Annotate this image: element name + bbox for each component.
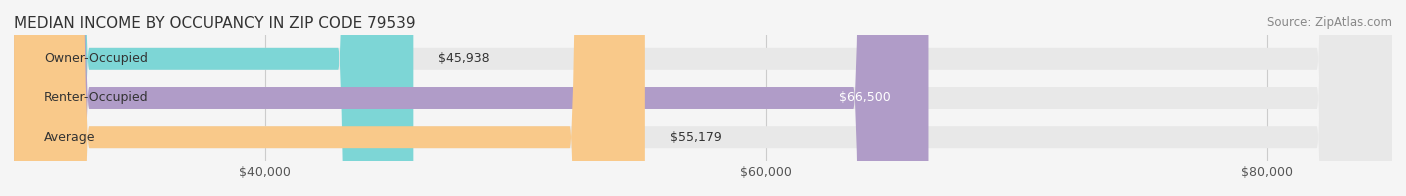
Text: Owner-Occupied: Owner-Occupied <box>44 52 148 65</box>
Text: $66,500: $66,500 <box>839 92 891 104</box>
FancyBboxPatch shape <box>14 0 1392 196</box>
Text: $55,179: $55,179 <box>669 131 721 144</box>
FancyBboxPatch shape <box>14 0 1392 196</box>
Text: Average: Average <box>44 131 96 144</box>
Text: Source: ZipAtlas.com: Source: ZipAtlas.com <box>1267 16 1392 29</box>
FancyBboxPatch shape <box>14 0 413 196</box>
FancyBboxPatch shape <box>14 0 645 196</box>
Text: $45,938: $45,938 <box>439 52 491 65</box>
FancyBboxPatch shape <box>14 0 1392 196</box>
Text: Renter-Occupied: Renter-Occupied <box>44 92 149 104</box>
FancyBboxPatch shape <box>14 0 928 196</box>
Text: MEDIAN INCOME BY OCCUPANCY IN ZIP CODE 79539: MEDIAN INCOME BY OCCUPANCY IN ZIP CODE 7… <box>14 16 416 31</box>
